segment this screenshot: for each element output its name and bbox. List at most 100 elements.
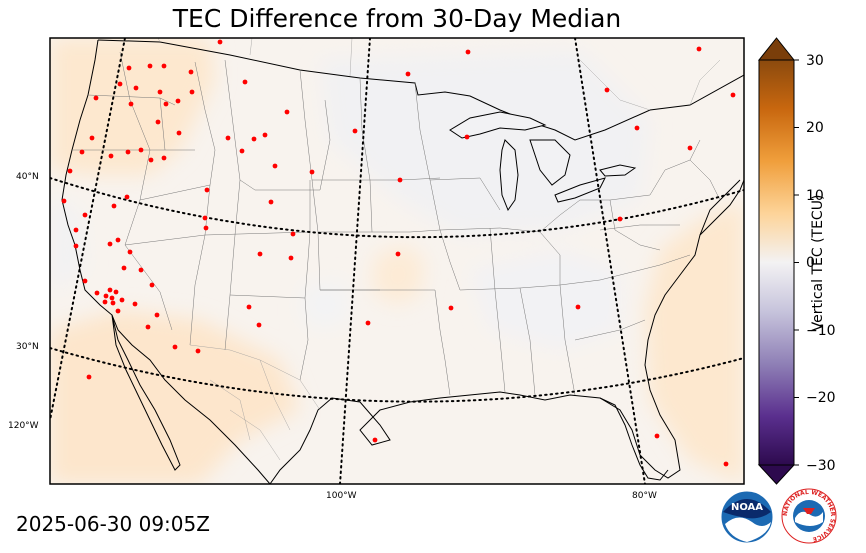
station-marker: [154, 312, 160, 318]
baja-california: [111, 314, 181, 471]
colorbar-bottom-extension: [757, 464, 796, 485]
lake-huron: [529, 139, 571, 186]
colorbar-tick-label: 0: [806, 255, 815, 271]
station-marker: [204, 187, 210, 193]
station-marker: [203, 225, 209, 231]
lon-label-120w: 120°W: [8, 421, 39, 431]
station-marker: [195, 348, 201, 354]
canada-us-border: [97, 39, 744, 141]
station-marker: [262, 132, 268, 138]
tec-positive-region-atlantic: [645, 200, 744, 484]
station-marker: [395, 251, 401, 257]
station-marker: [86, 374, 92, 380]
lon-label-100w: 100°W: [326, 491, 357, 501]
gnss-stations: [61, 39, 736, 467]
colorbar: 30 20 10 0 −10 −20 −30: [757, 37, 836, 485]
station-marker: [405, 71, 411, 77]
station-marker: [290, 231, 296, 237]
colorbar-title: Vertical TEC (TECU): [810, 194, 826, 332]
station-marker: [246, 304, 252, 310]
mexico-borders: [189, 344, 321, 461]
colorbar-ticks: [794, 59, 799, 466]
station-marker: [126, 65, 132, 71]
map-frame: [49, 37, 745, 485]
station-marker: [288, 255, 294, 261]
station-marker: [61, 198, 67, 204]
colorbar-tick-label: 20: [806, 120, 824, 136]
station-marker: [465, 49, 471, 55]
graticule: [50, 38, 744, 484]
graticule-lon-120: [50, 38, 126, 421]
station-marker: [217, 39, 223, 45]
station-marker: [189, 89, 195, 95]
station-marker: [272, 163, 278, 169]
station-marker: [111, 203, 117, 209]
station-marker: [696, 46, 702, 52]
station-marker: [145, 324, 151, 330]
station-marker: [121, 265, 127, 271]
station-marker: [188, 69, 194, 75]
noaa-logo-text: NOAA: [731, 502, 763, 513]
station-marker: [284, 109, 290, 115]
station-marker: [147, 63, 153, 69]
tec-negative-region-plains: [300, 280, 350, 330]
station-marker: [448, 305, 454, 311]
lake-ontario: [599, 164, 637, 177]
florida: [599, 397, 669, 481]
colorbar-body: [758, 59, 795, 466]
station-marker: [113, 289, 119, 295]
station-marker: [138, 147, 144, 153]
station-marker: [242, 79, 248, 85]
graticule-lon-80: [574, 38, 646, 484]
tec-negative-region-west: [50, 200, 85, 290]
station-marker: [73, 243, 79, 249]
station-marker: [575, 304, 581, 310]
coastlines: [61, 39, 744, 484]
station-marker: [103, 293, 109, 299]
station-marker: [161, 155, 167, 161]
station-marker: [464, 134, 470, 140]
station-marker: [67, 168, 73, 174]
station-marker: [149, 282, 155, 288]
station-marker: [155, 119, 161, 125]
west-coast: [61, 39, 271, 484]
station-marker: [251, 136, 257, 142]
station-marker: [172, 344, 178, 350]
lake-erie: [554, 177, 606, 203]
station-marker: [128, 101, 134, 107]
station-marker: [365, 320, 371, 326]
station-marker: [94, 290, 100, 296]
station-marker: [107, 241, 113, 247]
station-marker: [352, 128, 358, 134]
station-marker: [730, 92, 736, 98]
station-marker: [157, 89, 163, 95]
lat-label-30n: 30°N: [16, 342, 39, 352]
station-marker: [257, 251, 263, 257]
station-marker: [82, 278, 88, 284]
station-marker: [107, 287, 113, 293]
station-marker: [73, 227, 79, 233]
station-marker: [124, 194, 130, 200]
station-marker: [110, 300, 116, 306]
station-marker: [723, 461, 729, 467]
station-marker: [163, 101, 169, 107]
colorbar-tick-label: −30: [806, 458, 836, 474]
station-marker: [125, 149, 131, 155]
station-marker: [268, 199, 274, 205]
station-marker: [372, 437, 378, 443]
station-marker: [225, 135, 231, 141]
map-title: TEC Difference from 30-Day Median: [172, 4, 622, 33]
station-marker: [654, 433, 660, 439]
station-marker: [117, 81, 123, 87]
lat-label-40n: 40°N: [16, 172, 39, 182]
lon-label-80w: 80°W: [632, 491, 657, 501]
station-marker: [82, 212, 88, 218]
nws-logo: NATIONAL WEATHER SERVICE: [781, 488, 837, 544]
colorbar-tick-label: 10: [806, 188, 824, 204]
station-marker: [161, 63, 167, 69]
station-marker: [604, 87, 610, 93]
tec-positive-region-southwest: [50, 310, 300, 484]
timestamp: 2025-06-30 09:05Z: [16, 512, 210, 536]
station-marker: [397, 177, 403, 183]
